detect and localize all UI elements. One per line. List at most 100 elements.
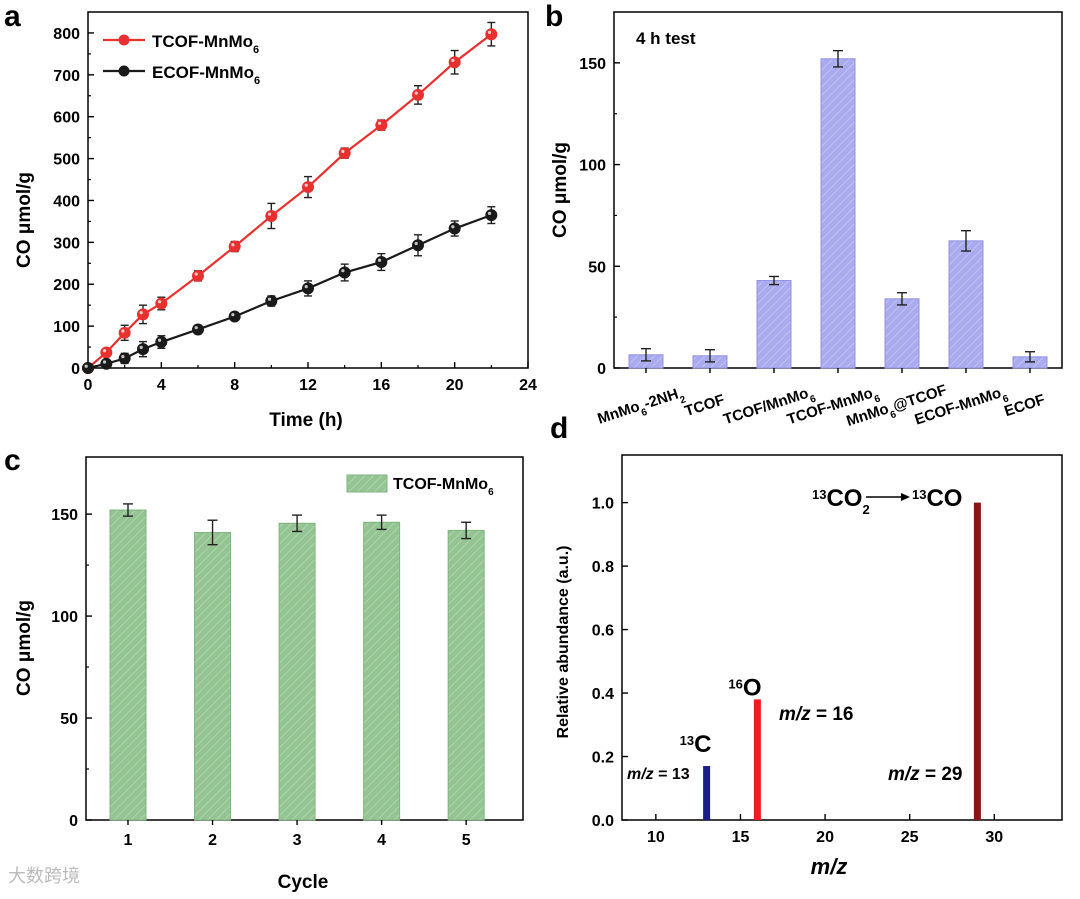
panel-a-data-point xyxy=(137,308,149,321)
panel-a-y-tick-label: 400 xyxy=(53,193,80,210)
panel-d-x-tick-label: 15 xyxy=(732,829,750,846)
watermark-text: 大数跨境 xyxy=(8,866,80,887)
panel-c-y-tick-label: 50 xyxy=(60,711,78,728)
panel-a-point-highlight xyxy=(194,326,198,330)
panel-a-data-point xyxy=(412,88,424,101)
panel-c-bar xyxy=(109,509,147,821)
panel-a-point-highlight xyxy=(231,313,235,317)
panel-a-data-point xyxy=(375,119,388,132)
panel-a-legend-label-1: ECOF-MnMo6 xyxy=(152,63,260,87)
panel-d-peak-bar-0 xyxy=(703,766,711,820)
panel-c-x-tick-label: 5 xyxy=(462,832,471,849)
panel-d-peak-element-label-1: 16O xyxy=(728,674,761,701)
panel-d-peak-bar-1 xyxy=(753,699,761,820)
panel-a-point-highlight xyxy=(487,211,492,215)
panel-a-point-highlight xyxy=(267,212,272,216)
panel-c-y-axis-label: CO μmol/g xyxy=(14,600,35,696)
panel-a-x-tick-label: 16 xyxy=(372,377,390,394)
panel-a-point-highlight xyxy=(121,354,125,359)
panel-a-x-tick-label: 4 xyxy=(157,377,166,394)
panel-c-x-tick-label: 1 xyxy=(124,832,133,849)
panel-d-plot-frame xyxy=(621,454,1063,821)
panel-c-x-axis-label: Cycle xyxy=(278,872,329,893)
panel-a-point-highlight xyxy=(341,149,345,153)
panel-a-point-highlight xyxy=(304,285,308,289)
panel-a-y-tick-label: 700 xyxy=(53,68,80,85)
panel-a-point-highlight xyxy=(377,121,382,125)
panel-d-x-axis-label: m/z xyxy=(811,854,848,879)
panel-a-data-point xyxy=(137,343,149,356)
panel-b-y-tick-label: 50 xyxy=(588,259,606,276)
panel-a-y-tick-label: 600 xyxy=(53,110,80,127)
panel-a-y-axis-label: CO μmol/g xyxy=(14,172,35,268)
panel-a-x-tick-label: 20 xyxy=(446,377,464,394)
panel-letter-a: a xyxy=(4,0,21,33)
panel-a-point-highlight xyxy=(414,91,418,95)
panel-d-y-axis-label: Relative abundance (a.u.) xyxy=(555,546,572,739)
panel-a-data-point xyxy=(448,222,461,235)
panel-a-data-point xyxy=(485,28,498,41)
panel-a-legend-marker-1 xyxy=(118,65,130,77)
panel-b-x-tick-label: TCOF xyxy=(683,391,727,420)
panel-a-data-point xyxy=(265,209,278,222)
panel-d-y-tick-label: 0.6 xyxy=(592,623,614,640)
panel-a-data-point xyxy=(118,352,131,365)
panel-d-mz-label-0: m/z = 13 xyxy=(627,766,690,783)
panel-a-point-highlight xyxy=(157,300,162,304)
panel-a-data-point xyxy=(118,326,131,339)
panel-b-bar xyxy=(884,298,920,369)
panel-letter-d: d xyxy=(550,412,568,445)
panel-b-annotation: 4 h test xyxy=(636,29,696,48)
panel-a-y-tick-label: 800 xyxy=(53,26,80,43)
panel-a-point-highlight xyxy=(121,329,125,333)
panel-d-y-tick-label: 0.0 xyxy=(592,813,614,830)
panel-a-point-highlight xyxy=(194,272,198,276)
panel-a-x-tick-label: 12 xyxy=(299,377,317,394)
panel-a-y-tick-label: 300 xyxy=(53,235,80,252)
panel-a-data-point xyxy=(302,282,314,295)
panel-d-reaction-arrowhead xyxy=(901,493,910,501)
panel-c-bar xyxy=(278,522,316,821)
panel-c-y-tick-label: 100 xyxy=(51,609,78,626)
panel-b-x-tick-label: ECOF xyxy=(1002,391,1047,420)
panel-a-point-highlight xyxy=(102,360,107,364)
panel-a-data-point xyxy=(192,323,204,336)
panel-c-bar xyxy=(194,531,232,821)
panel-a-point-highlight xyxy=(451,58,455,63)
panel-a-legend-marker-0 xyxy=(118,34,130,46)
panel-a-point-highlight xyxy=(139,310,143,315)
panel-a-data-point xyxy=(485,209,498,222)
panel-c-y-tick-label: 0 xyxy=(69,813,78,830)
panel-a-point-highlight xyxy=(157,338,162,342)
panel-a-data-point xyxy=(412,239,424,252)
panel-d-y-tick-label: 0.4 xyxy=(592,686,614,703)
panel-a-data-point xyxy=(302,181,314,194)
panel-c-bar-chart: CO μmol/g Cycle 0 50 100 150 1 2 3 4 5 TCOF-MnMo6 xyxy=(14,456,524,893)
panel-a-point-highlight xyxy=(102,349,107,353)
panel-a-data-point xyxy=(338,147,351,160)
panel-d-peak-element-label-0: 13C xyxy=(680,731,712,758)
panel-c-legend-swatch xyxy=(346,474,388,493)
panel-a-point-highlight xyxy=(487,30,492,34)
panel-letter-b: b xyxy=(545,0,563,33)
panel-a-data-point xyxy=(100,346,113,359)
panel-a-point-highlight xyxy=(231,243,235,247)
panel-d-peak-bar-2 xyxy=(973,502,981,820)
panel-a-data-point xyxy=(155,297,168,310)
panel-a-data-point xyxy=(192,269,204,282)
panel-a-data-point xyxy=(100,357,113,370)
panel-d-reaction-to: 13CO xyxy=(912,485,962,512)
panel-a-data-point xyxy=(228,240,241,253)
panel-a-x-tick-label: 8 xyxy=(230,377,239,394)
panel-a-y-tick-label: 100 xyxy=(53,319,80,336)
panel-a-y-tick-label: 200 xyxy=(53,277,80,294)
panel-a-x-axis-label: Time (h) xyxy=(269,410,343,431)
panel-a-x-tick-label: 24 xyxy=(519,377,537,394)
panel-a-data-point xyxy=(375,256,388,269)
panel-d-x-tick-label: 30 xyxy=(985,829,1003,846)
panel-a-y-tick-label: 500 xyxy=(53,152,80,169)
panel-b-y-axis-label: CO μmol/g xyxy=(550,142,571,238)
panel-a-x-tick-label: 0 xyxy=(84,377,93,394)
panel-a-data-point xyxy=(265,294,278,307)
